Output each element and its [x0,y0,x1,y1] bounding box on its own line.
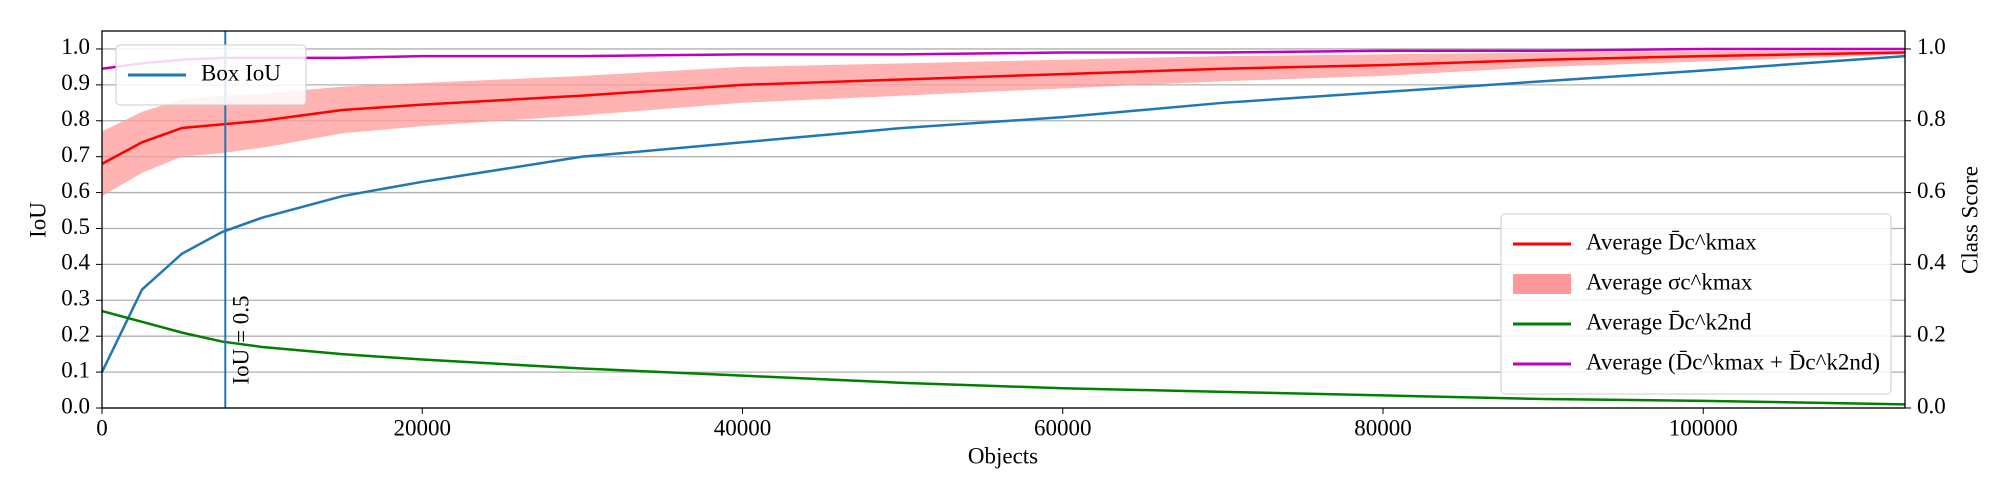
legend-label: Box IoU [201,60,281,85]
threshold-label: IoU = 0.5 [229,296,254,385]
x-tick-label: 80000 [1354,415,1412,440]
y-tick-label: 0.6 [61,178,90,203]
legend-swatch [1513,274,1571,294]
y-tick-label: 0.9 [61,70,90,95]
y-tick-label: 0.1 [61,357,90,382]
y2-axis-label: Class Score [1957,166,1982,274]
x-tick-label: 40000 [714,415,772,440]
y-axis-label: IoU [25,202,50,238]
y-tick-label: 1.0 [61,34,90,59]
y-tick-label: 0.0 [61,393,90,418]
y2-tick-label: 1.0 [1917,34,1946,59]
x-tick-label: 100000 [1669,415,1738,440]
legend-label: Average D̄c^k2nd [1586,309,1752,334]
series-line [101,51,1906,165]
x-tick-label: 0 [96,415,108,440]
legend: Average D̄c^kmax Average σc^kmax Average D… [1500,213,1892,395]
x-tick-label: 20000 [393,415,451,440]
y2-tick-label: 0.8 [1917,106,1946,131]
legend-label: Average σc^kmax [1586,269,1753,294]
x-axis-label: Objects [968,443,1038,468]
std-band [102,50,1905,197]
y2-tick-label: 0.6 [1917,178,1946,203]
legend: Box IoU [115,44,307,106]
legend-box [1500,213,1892,395]
legend-label: Average D̄c^kmax [1586,229,1757,254]
y2-tick-label: 0.4 [1917,250,1946,275]
y2-tick-label: 0.0 [1917,393,1946,418]
y-tick-label: 0.8 [61,106,90,131]
plot-frame [101,30,1906,409]
series-line [101,309,1906,406]
series-line [100,54,1906,373]
legend-box [115,44,307,106]
x-tick-label: 60000 [1034,415,1092,440]
y-tick-label: 0.4 [61,250,90,275]
y2-tick-label: 0.2 [1917,321,1946,346]
y-tick-label: 0.3 [61,286,90,311]
y-tick-label: 0.5 [61,214,90,239]
y-tick-label: 0.2 [61,321,90,346]
legend-label: Average (D̄c^kmax + D̄c^k2nd) [1586,349,1880,374]
y-tick-label: 0.7 [61,142,90,167]
